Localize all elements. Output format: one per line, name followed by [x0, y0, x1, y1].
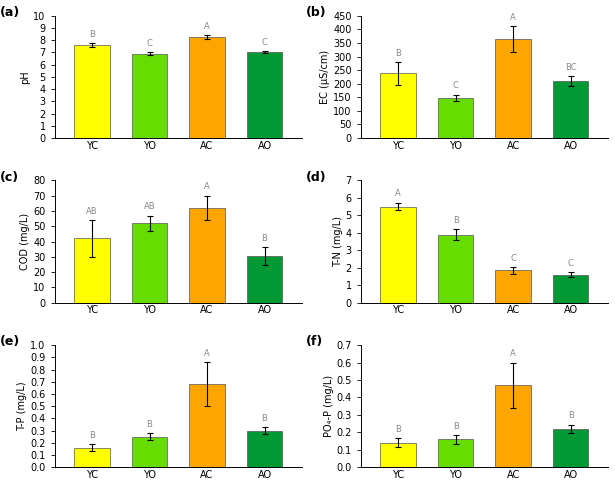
Bar: [495, 385, 531, 468]
Text: BC: BC: [565, 63, 576, 72]
Bar: [380, 74, 416, 138]
Bar: [438, 98, 474, 138]
Y-axis label: EC (μS/cm): EC (μS/cm): [320, 50, 330, 104]
Text: C: C: [510, 254, 516, 262]
Y-axis label: COD (mg/L): COD (mg/L): [20, 213, 30, 270]
Bar: [189, 208, 225, 302]
Bar: [189, 384, 225, 468]
Text: C: C: [453, 81, 459, 90]
Bar: [438, 235, 474, 302]
Bar: [74, 45, 110, 138]
Text: A: A: [395, 189, 401, 199]
Bar: [247, 431, 282, 468]
Text: A: A: [204, 349, 210, 358]
Text: (b): (b): [306, 6, 327, 19]
Bar: [74, 448, 110, 468]
Bar: [247, 256, 282, 302]
Text: AB: AB: [86, 207, 98, 216]
Text: B: B: [453, 422, 459, 431]
Text: B: B: [89, 431, 95, 440]
Text: (f): (f): [306, 335, 323, 348]
Y-axis label: pH: pH: [20, 70, 31, 84]
Text: A: A: [510, 13, 516, 21]
Text: (e): (e): [0, 335, 20, 348]
Text: B: B: [395, 49, 401, 57]
Text: A: A: [510, 349, 516, 358]
Bar: [380, 206, 416, 302]
Bar: [74, 239, 110, 302]
Text: B: B: [261, 234, 268, 243]
Y-axis label: PO₄-P (mg/L): PO₄-P (mg/L): [323, 375, 333, 437]
Text: B: B: [89, 30, 95, 39]
Bar: [132, 437, 167, 468]
Bar: [553, 275, 589, 302]
Bar: [380, 443, 416, 468]
Text: AB: AB: [144, 202, 156, 211]
Text: B: B: [453, 216, 459, 225]
Text: C: C: [146, 39, 153, 48]
Bar: [495, 39, 531, 138]
Text: (d): (d): [306, 170, 327, 184]
Bar: [132, 223, 167, 302]
Y-axis label: T-N (mg/L): T-N (mg/L): [333, 216, 343, 267]
Text: A: A: [204, 22, 210, 31]
Bar: [553, 429, 589, 468]
Text: B: B: [261, 413, 268, 423]
Bar: [247, 52, 282, 138]
Bar: [553, 81, 589, 138]
Bar: [189, 37, 225, 138]
Text: B: B: [146, 420, 153, 429]
Text: B: B: [568, 411, 574, 420]
Text: (c): (c): [0, 170, 19, 184]
Text: C: C: [568, 259, 574, 268]
Text: A: A: [204, 183, 210, 191]
Bar: [438, 439, 474, 468]
Text: (a): (a): [0, 6, 20, 19]
Bar: [132, 54, 167, 138]
Text: C: C: [261, 37, 268, 47]
Text: B: B: [395, 425, 401, 434]
Bar: [495, 270, 531, 302]
Y-axis label: T-P (mg/L): T-P (mg/L): [17, 381, 28, 431]
